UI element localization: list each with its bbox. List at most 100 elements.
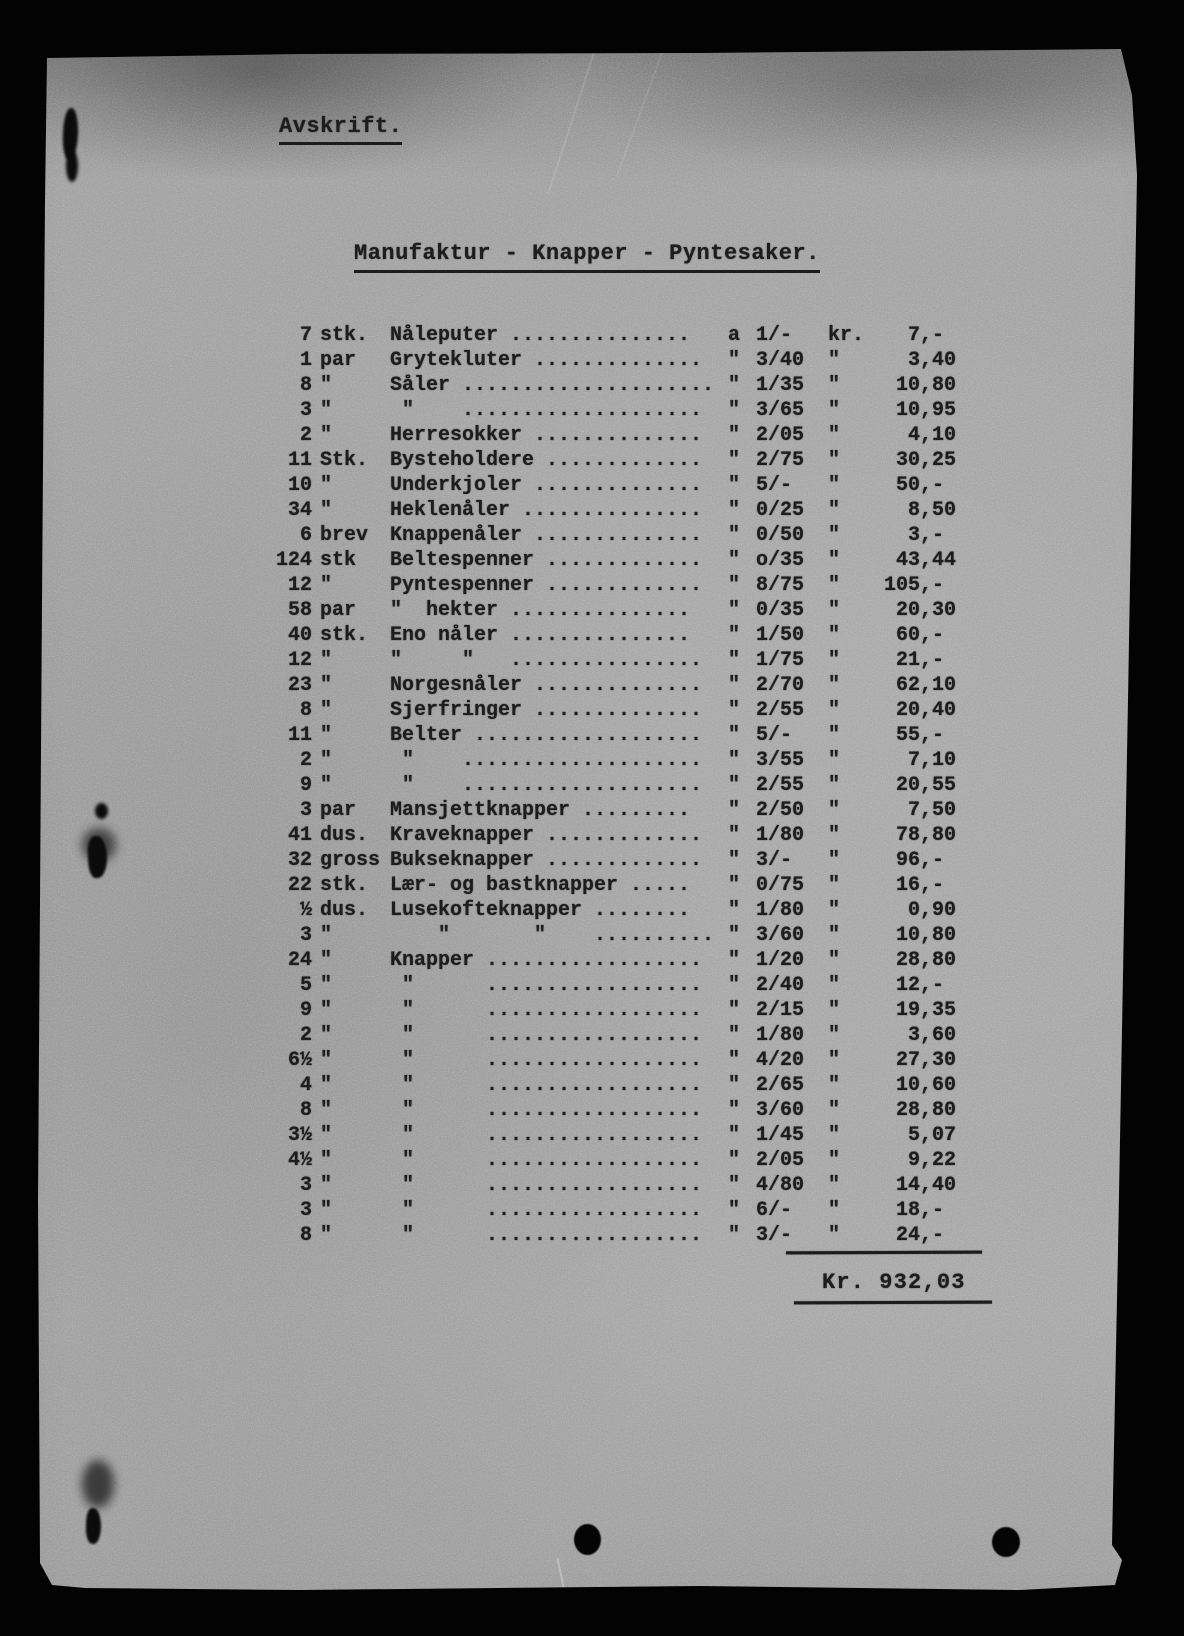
qty-cell: 9 — [299, 774, 312, 797]
km-cell: " — [828, 574, 841, 597]
unit-cell: " — [320, 949, 333, 972]
amount-cell: 21 ,- — [895, 649, 945, 672]
pm-cell: " — [728, 874, 741, 897]
unit-cell: brev — [320, 524, 369, 547]
unit-cell: " — [320, 1049, 333, 1072]
km-cell: " — [828, 624, 841, 647]
pm-cell: " — [728, 599, 741, 622]
amount-cell: 7,10 — [907, 749, 957, 772]
sum-rule-top — [785, 1250, 983, 1255]
km-cell: " — [828, 1024, 841, 1047]
pm-cell: " — [728, 1074, 741, 1097]
amount-cell: 10,60 — [895, 1074, 957, 1097]
pm-cell: " — [728, 674, 741, 697]
km-cell: " — [828, 749, 841, 772]
item-cell: Sjerfringer .............. — [390, 699, 703, 722]
price-cell: 2/55 — [756, 774, 805, 797]
pm-cell: " — [728, 724, 741, 747]
item-cell: " .................. — [390, 1074, 703, 1097]
amount-cell: 55 ,- — [895, 724, 945, 747]
amount-cell: 5,07 — [907, 1124, 957, 1147]
table-row: 3 par Mansjettknapper ......... " 2/50 " 7,50 — [268, 798, 960, 823]
amount-cell: 28,80 — [895, 1099, 957, 1122]
item-cell: " .................. — [390, 1124, 703, 1147]
unit-cell: " — [320, 649, 333, 672]
amount-cell: 16 ,- — [895, 874, 945, 897]
unit-cell: " — [320, 924, 333, 947]
km-cell: " — [828, 999, 841, 1022]
amount-cell: 7,50 — [907, 799, 957, 822]
table-row: 6 brev Knappenåler .............. " 0/50 " 3 ,- — [268, 523, 960, 548]
price-cell: 0/75 — [756, 874, 805, 897]
unit-cell: " — [320, 1074, 333, 1097]
km-cell: kr. — [828, 324, 865, 347]
item-cell: " " ................ — [390, 649, 703, 672]
table-row: 8 " Sjerfringer .............. " 2/55 " 20,40 — [268, 698, 960, 723]
item-cell: Lusekofteknapper ........ — [390, 899, 691, 922]
pm-cell: " — [728, 1099, 741, 1122]
km-cell: " — [828, 824, 841, 847]
item-cell: Beltespenner ............. — [390, 549, 703, 572]
pm-cell: " — [728, 574, 741, 597]
item-cell: Bysteholdere ............. — [390, 449, 703, 472]
item-cell: " .................. — [390, 1049, 703, 1072]
unit-cell: " — [320, 424, 333, 447]
price-cell: 8/75 — [756, 574, 805, 597]
amount-cell: 27,30 — [895, 1049, 957, 1072]
amount-cell: 30,25 — [895, 449, 957, 472]
item-cell: Herresokker .............. — [390, 424, 703, 447]
table-row: ½ dus. Lusekofteknapper ........ " 1/80 " 0,90 — [268, 898, 960, 923]
amount-cell: 12 ,- — [895, 974, 945, 997]
amount-cell: 96 ,- — [895, 849, 945, 872]
km-cell: " — [828, 1074, 841, 1097]
pm-cell: " — [728, 474, 741, 497]
km-cell: " — [828, 874, 841, 897]
table-row: 8 " " .................. " 3/- " 24 ,- — [268, 1223, 960, 1248]
ink-blot-bottom-left-core — [85, 1507, 102, 1545]
item-cell: Grytekluter .............. — [390, 349, 703, 372]
unit-cell: dus. — [320, 824, 369, 847]
table-row: 11 Stk. Bysteholdere ............. " 2/75 " 30… — [268, 448, 960, 473]
pm-cell: " — [728, 799, 741, 822]
unit-cell: " — [320, 1174, 333, 1197]
price-cell: 4/80 — [756, 1174, 805, 1197]
item-cell: Heklenåler ............... — [390, 499, 703, 522]
price-cell: 0/25 — [756, 499, 805, 522]
km-cell: " — [828, 1049, 841, 1072]
amount-cell: 43,44 — [895, 549, 957, 572]
table-row: 23 " Norgesnåler .............. " 2/70 " 62,10 — [268, 673, 960, 698]
table-row: 1 par Grytekluter .............. " 3/40 " 3,40 — [268, 348, 960, 373]
item-cell: Norgesnåler .............. — [390, 674, 703, 697]
table-row: 10 " Underkjoler .............. " 5/- " 50 ,- — [268, 473, 960, 498]
item-cell: Lær- og bastknapper ..... — [390, 874, 691, 897]
table-row: 2 " Herresokker .............. " 2/05 " 4,10 — [268, 423, 960, 448]
scratch-mark — [616, 49, 666, 177]
table-row: 4½ " " .................. " 2/05 " 9,22 — [268, 1148, 960, 1173]
table-row: 12 " Pyntespenner ............. " 8/75 " 105 ,- — [268, 573, 960, 598]
amount-cell: 62,10 — [895, 674, 957, 697]
qty-cell: 9 — [299, 999, 312, 1022]
price-cell: 2/75 — [756, 449, 805, 472]
km-cell: " — [828, 524, 841, 547]
unit-cell: " — [320, 774, 333, 797]
qty-cell: 8 — [299, 1099, 312, 1122]
km-cell: " — [828, 774, 841, 797]
qty-cell: 4½ — [287, 1149, 312, 1172]
item-cell: " " .......... — [390, 924, 715, 947]
unit-cell: " — [320, 399, 333, 422]
km-cell: " — [828, 1099, 841, 1122]
pm-cell: " — [728, 499, 741, 522]
unit-cell: " — [320, 474, 333, 497]
km-cell: " — [828, 1224, 841, 1247]
item-cell: " .................. — [390, 1149, 703, 1172]
km-cell: " — [828, 499, 841, 522]
km-cell: " — [828, 549, 841, 572]
table-row: 3 " " .................. " 4/80 " 14,40 — [268, 1173, 960, 1198]
price-cell: 1/45 — [756, 1124, 805, 1147]
price-cell: 1/80 — [756, 824, 805, 847]
table-row: 34 " Heklenåler ............... " 0/25 " 8,50 — [268, 498, 960, 523]
item-cell: Pyntespenner ............. — [390, 574, 703, 597]
item-cell: Eno nåler ............... — [390, 624, 691, 647]
price-cell: 2/50 — [756, 799, 805, 822]
